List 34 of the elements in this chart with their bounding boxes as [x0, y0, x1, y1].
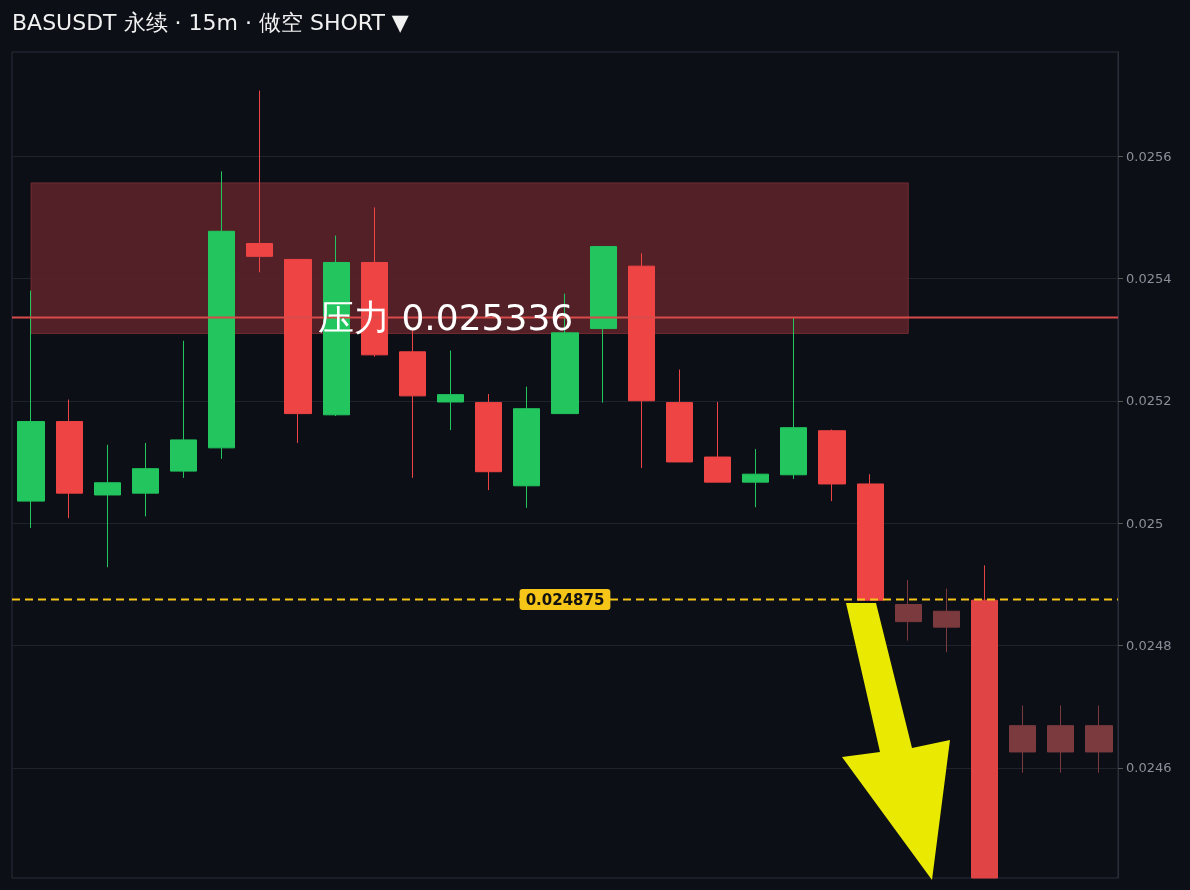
candlestick — [208, 170, 235, 460]
candlestick — [17, 290, 45, 529]
candlestick — [513, 386, 540, 509]
candlestick — [1085, 704, 1113, 774]
candlestick — [666, 369, 693, 463]
y-tick-label: 0.0248 — [1126, 638, 1172, 653]
candlestick — [857, 473, 884, 601]
candlestick — [933, 588, 960, 653]
y-tick-label: 0.025 — [1126, 515, 1164, 531]
candlestick — [246, 90, 273, 273]
candlestick — [818, 429, 846, 502]
candlestick — [437, 350, 464, 431]
ref-line-label: 0.024875 — [525, 590, 605, 609]
candlestick — [780, 317, 807, 480]
candlestick — [590, 246, 617, 404]
candlestick — [284, 258, 312, 444]
candlestick — [475, 393, 502, 491]
candlestick — [170, 340, 197, 479]
y-tick-label: 0.0254 — [1126, 270, 1172, 286]
candlestick — [94, 444, 121, 568]
candlestick — [1009, 704, 1036, 774]
candlestick — [742, 448, 769, 508]
candlestick — [704, 401, 731, 483]
candlestick — [971, 564, 998, 879]
chart-title: BASUSDT 永续 · 15m · 做空 SHORT ▼ — [12, 9, 409, 37]
candlestick — [895, 579, 922, 642]
y-tick-label: 0.0246 — [1126, 760, 1172, 776]
candlestick — [56, 399, 83, 519]
candlestick — [628, 252, 655, 469]
y-tick-label: 0.0252 — [1126, 393, 1172, 409]
y-tick-label: 0.0256 — [1126, 148, 1172, 164]
candlestick — [132, 442, 159, 517]
candlestick — [399, 329, 426, 479]
candlestick — [1047, 704, 1074, 774]
